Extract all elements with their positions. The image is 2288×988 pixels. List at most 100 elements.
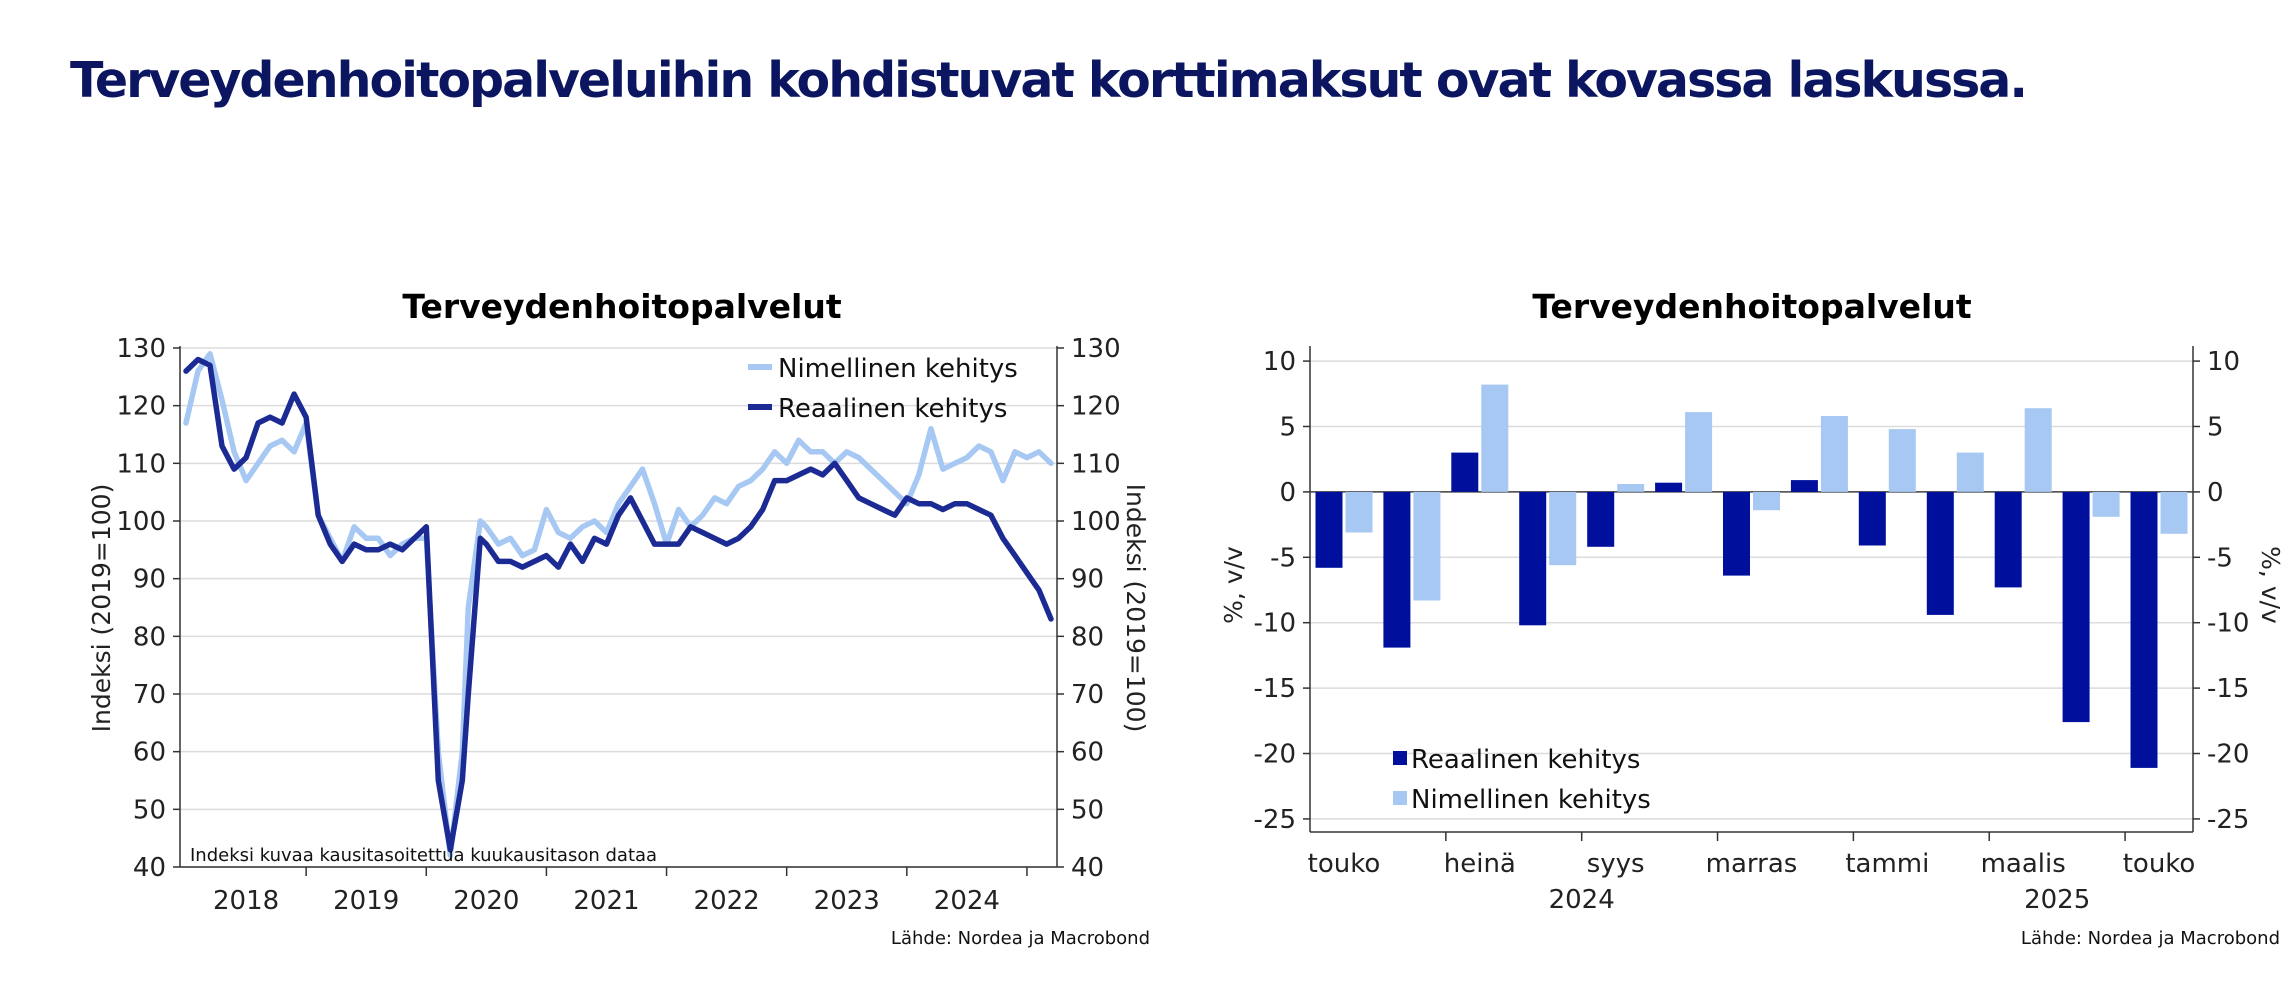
real-line xyxy=(183,356,1054,853)
legend-nominal-swatch xyxy=(1393,791,1407,805)
bar-real xyxy=(2130,491,2158,768)
bar-real xyxy=(1451,452,1479,492)
nominal-line xyxy=(183,351,1054,859)
line-chart-series xyxy=(183,351,1054,859)
legend-real-swatch xyxy=(1393,751,1407,765)
page-title: Terveydenhoitopalveluihin kohdistuvat ko… xyxy=(70,52,2028,109)
y-tick-label-left: -5 xyxy=(1270,543,1296,573)
line-chart-title: Terveydenhoitopalvelut xyxy=(402,287,842,326)
bar-real xyxy=(1790,480,1818,492)
y-tick-label-left: 120 xyxy=(116,392,166,422)
bar-real xyxy=(1655,482,1683,492)
y-tick-label-right: 110 xyxy=(1071,449,1121,479)
bar-nominal xyxy=(1617,484,1645,492)
legend-real-label: Reaalinen kehitys xyxy=(778,394,1007,424)
y-tick-label-left: -20 xyxy=(1254,740,1296,770)
bar-real xyxy=(1587,491,1615,547)
line-chart-grid xyxy=(180,347,1057,868)
y-tick-label-right: -5 xyxy=(2207,543,2233,573)
bar-nominal xyxy=(1820,416,1848,492)
x-tick-label: 2022 xyxy=(694,886,760,916)
bar-real xyxy=(1383,491,1411,648)
bar-real xyxy=(1519,491,1547,626)
y-tick-label-left: 90 xyxy=(133,565,166,595)
bar-chart-source: Lähde: Nordea ja Macrobond xyxy=(2021,928,2280,949)
bar-chart-ticks: 10 10 5 5 0 0 -5 -5 -10 -10 -15 -15 -20 -20 -25 -25 touk… xyxy=(1254,346,2249,915)
bar-real xyxy=(1315,491,1343,568)
bar-chart-legend: Reaalinen kehitys Nimellinen kehitys xyxy=(1393,745,1651,815)
bar-chart-ylabel-left: %, v/v xyxy=(1219,546,1248,624)
legend-nominal-label: Nimellinen kehitys xyxy=(1411,785,1651,815)
y-tick-label-right: -15 xyxy=(2207,674,2249,704)
bar-nominal xyxy=(1956,452,1984,492)
bar-chart-ylabel-right: %, v/v xyxy=(2256,546,2285,624)
x-tick-label: 2020 xyxy=(453,886,519,916)
line-chart-source: Lähde: Nordea ja Macrobond xyxy=(891,928,1150,949)
bar-nominal xyxy=(1481,384,1509,492)
y-tick-label-left: -15 xyxy=(1254,674,1296,704)
y-tick-label-right: 60 xyxy=(1071,738,1104,768)
bar-chart-bars xyxy=(1315,384,2188,768)
y-tick-label-left: 5 xyxy=(1279,412,1296,442)
line-chart-legend: Nimellinen kehitys Reaalinen kehitys xyxy=(748,354,1018,424)
x-tick-label: 2021 xyxy=(573,886,639,916)
bar-real xyxy=(1858,491,1886,546)
legend-real-label: Reaalinen kehitys xyxy=(1411,745,1640,775)
y-tick-label-left: -25 xyxy=(1254,805,1296,835)
y-tick-label-right: 90 xyxy=(1071,565,1104,595)
x-tick-label: syys xyxy=(1587,849,1645,879)
year-label: 2024 xyxy=(1549,885,1615,915)
legend-nominal-label: Nimellinen kehitys xyxy=(778,354,1018,384)
bar-chart-title: Terveydenhoitopalvelut xyxy=(1532,287,1972,326)
line-chart-ylabel-right: Indeksi (2019=100) xyxy=(1121,484,1150,733)
y-tick-label-right: 5 xyxy=(2207,412,2224,442)
bar-nominal xyxy=(1685,412,1713,492)
y-tick-label-right: 50 xyxy=(1071,795,1104,825)
bar-real xyxy=(1926,491,1954,615)
year-label: 2025 xyxy=(2024,885,2090,915)
bar-nominal xyxy=(1345,491,1373,533)
y-tick-label-left: 100 xyxy=(116,507,166,537)
y-tick-label-right: 120 xyxy=(1071,392,1121,422)
y-tick-label-left: 40 xyxy=(133,853,166,883)
y-tick-label-right: -20 xyxy=(2207,740,2249,770)
y-tick-label-right: 70 xyxy=(1071,680,1104,710)
line-chart-note: Indeksi kuvaa kausitasoitettua kuukausit… xyxy=(190,845,657,866)
bar-chart: Terveydenhoitopalvelut 10 10 5 5 0 0 -5 -5 -10 -1… xyxy=(1219,287,2285,949)
line-chart-ticks: 40 40 50 50 60 60 70 70 80 80 90 90 100 100 110 110 120 1… xyxy=(116,334,1120,916)
y-tick-label-right: 0 xyxy=(2207,478,2224,508)
y-tick-label-left: 130 xyxy=(116,334,166,364)
y-tick-label-left: 70 xyxy=(133,680,166,710)
bar-nominal xyxy=(2092,491,2120,517)
bar-nominal xyxy=(1413,491,1441,601)
bar-real xyxy=(1994,491,2022,588)
x-tick-label: 2024 xyxy=(934,886,1000,916)
x-tick-label: touko xyxy=(1308,849,1381,879)
bar-nominal xyxy=(2160,491,2188,534)
bar-nominal xyxy=(1753,491,1780,511)
bar-real xyxy=(1723,491,1750,576)
line-chart: Terveydenhoitopalvelut 40 40 50 50 60 60 70 70 8… xyxy=(87,287,1150,949)
y-tick-label-left: 50 xyxy=(133,795,166,825)
y-tick-label-left: 0 xyxy=(1279,478,1296,508)
x-tick-label: 2018 xyxy=(213,886,279,916)
y-tick-label-left: 10 xyxy=(1263,347,1296,377)
bar-nominal xyxy=(1549,491,1577,566)
bar-real xyxy=(2062,491,2090,723)
y-tick-label-left: 110 xyxy=(116,449,166,479)
x-tick-label: touko xyxy=(2123,849,2196,879)
x-tick-label: tammi xyxy=(1845,849,1929,879)
y-tick-label-left: 60 xyxy=(133,738,166,768)
y-tick-label-left: 80 xyxy=(133,622,166,652)
y-tick-label-right: 40 xyxy=(1071,853,1104,883)
y-tick-label-right: 130 xyxy=(1071,334,1121,364)
line-chart-ylabel-left: Indeksi (2019=100) xyxy=(87,484,116,733)
bar-chart-grid xyxy=(1310,360,2193,820)
x-tick-label: marras xyxy=(1706,849,1798,879)
x-tick-label: maalis xyxy=(1981,849,2066,879)
x-tick-label: 2023 xyxy=(814,886,880,916)
bar-nominal xyxy=(1888,429,1916,492)
y-tick-label-left: -10 xyxy=(1254,609,1296,639)
y-tick-label-right: -25 xyxy=(2207,805,2249,835)
